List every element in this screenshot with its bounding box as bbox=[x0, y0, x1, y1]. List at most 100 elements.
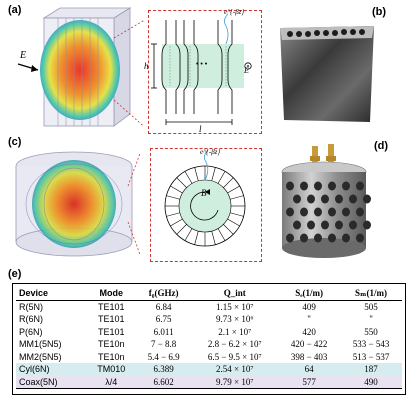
panel-label-a: (a) bbox=[8, 4, 22, 16]
vent-hole bbox=[293, 194, 301, 204]
rod-spoke bbox=[223, 177, 234, 188]
table-cell: TE10n bbox=[97, 339, 125, 349]
vent-hole bbox=[314, 181, 322, 191]
table-row: Coax(5N) λ/4 6.602 9.79 × 10⁷ 577 490 bbox=[16, 375, 402, 389]
table-cell: Cyl(6N) bbox=[16, 363, 87, 376]
rod-spoke bbox=[170, 218, 183, 227]
panel-label-b: (b) bbox=[372, 6, 387, 18]
table-cell: TE101 bbox=[97, 326, 125, 337]
header-frequency: f₀(GHz) bbox=[135, 287, 192, 301]
vent-hole bbox=[342, 207, 350, 217]
table-row: P(6N) TE101 6.011 2.1 × 10⁷ 420 550 bbox=[16, 326, 402, 339]
table-cell: MM2(5N5) bbox=[19, 351, 62, 362]
table-cell: R(5N) bbox=[19, 301, 43, 312]
vent-hole bbox=[314, 207, 322, 217]
table-cell: MM1(5N5) bbox=[19, 339, 62, 349]
panel-label-d: (d) bbox=[374, 140, 389, 152]
table-cell: 505 bbox=[364, 301, 378, 312]
vent-hole bbox=[335, 220, 343, 230]
vent-hole bbox=[328, 207, 336, 217]
vent-hole bbox=[307, 220, 315, 230]
rod-spoke bbox=[170, 185, 183, 194]
rect-cavity-schematic-frame bbox=[148, 10, 262, 134]
table-row: R(5N) TE101 6.84 1.15 × 10⁷ 409 505 bbox=[16, 300, 402, 313]
vent-hole bbox=[342, 233, 350, 243]
rod-spoke bbox=[217, 171, 226, 184]
out-of-plane-e-label: E⃗ bbox=[244, 66, 256, 75]
rod-spoke bbox=[176, 177, 187, 188]
vent-hole bbox=[321, 220, 329, 230]
rod-spoke bbox=[194, 231, 199, 245]
vent-hole bbox=[286, 181, 294, 191]
vent-hole bbox=[328, 233, 336, 243]
table-cell: 5.4 − 6.9 bbox=[147, 351, 180, 362]
table-cell: TE101 bbox=[97, 301, 125, 312]
table-cell: 409 bbox=[302, 301, 316, 312]
rod-spoke bbox=[184, 171, 193, 184]
vent-hole bbox=[300, 181, 308, 191]
table-cell: TM010 bbox=[86, 363, 136, 376]
vent-hole bbox=[349, 220, 357, 230]
table-cell: P(6N) bbox=[19, 326, 43, 337]
table-cell: 533 − 543 bbox=[352, 339, 390, 349]
cyl-cavity-schematic bbox=[164, 149, 246, 247]
cyl-cavity-simulation bbox=[15, 151, 140, 257]
table-row: R(6N) TE101 6.75 9.73 × 10⁶ " " bbox=[16, 313, 402, 326]
table-cell: 420 bbox=[302, 326, 316, 337]
header-device: Device bbox=[16, 287, 87, 301]
rod-spoke bbox=[176, 224, 187, 235]
rect-cavity-photo bbox=[280, 26, 374, 122]
cyl-cavity-schematic-frame bbox=[150, 148, 262, 262]
vent-hole bbox=[342, 181, 350, 191]
vent-hole bbox=[335, 194, 343, 204]
vent-hole bbox=[286, 233, 294, 243]
table-row: MM1(5N5) TE10n 7 − 8.8 2.8 − 6.2 × 10⁷ 420 −… bbox=[16, 338, 402, 351]
cyl-cavity-photo bbox=[281, 144, 371, 258]
table-cell: 6.5 − 9.5 × 10⁷ bbox=[207, 351, 262, 362]
table-cell: " bbox=[369, 314, 373, 324]
table-cell: 6.389 bbox=[135, 363, 192, 376]
table-cell: 6.75 bbox=[155, 314, 172, 324]
table-cell: 6.602 bbox=[135, 375, 192, 389]
rod-spoke bbox=[230, 195, 244, 200]
table-cell: 398 − 403 bbox=[290, 351, 328, 362]
rod-spoke bbox=[211, 231, 216, 245]
table-cell: R(6N) bbox=[19, 314, 43, 324]
table-cell: 6.011 bbox=[153, 326, 174, 337]
rod-spoke bbox=[211, 167, 216, 181]
table-cell: 513 − 537 bbox=[352, 351, 390, 362]
length-label: l bbox=[199, 124, 202, 134]
decay-label-a: e^{-βz} bbox=[224, 8, 245, 16]
vent-hole bbox=[363, 220, 371, 230]
table-cell: 9.79 × 10⁷ bbox=[191, 375, 279, 389]
table-frame bbox=[12, 283, 406, 395]
vent-hole bbox=[293, 220, 301, 230]
table-cell: 490 bbox=[340, 375, 402, 389]
rod-spoke bbox=[227, 218, 240, 227]
rod-spoke bbox=[227, 185, 240, 194]
header-s-e: Sₑ(1/m) bbox=[278, 287, 341, 301]
table-cell: TE101 bbox=[97, 314, 125, 324]
height-label: h bbox=[144, 61, 149, 71]
vent-hole bbox=[300, 207, 308, 217]
table-cell: 2.8 − 6.2 × 10⁷ bbox=[207, 339, 262, 349]
table-cell: 64 bbox=[278, 363, 341, 376]
table-cell: " bbox=[307, 314, 311, 324]
rect-cavity-simulation bbox=[17, 7, 144, 128]
table-cell: 2.1 × 10⁷ bbox=[218, 326, 252, 337]
vent-hole bbox=[356, 181, 364, 191]
vent-hole bbox=[300, 233, 308, 243]
rod-spoke bbox=[217, 228, 226, 241]
table-cell: 9.73 × 10⁶ bbox=[216, 314, 254, 324]
table-cell: 1.15 × 10⁷ bbox=[216, 301, 254, 312]
vent-hole bbox=[321, 194, 329, 204]
b-field-label: B⃗ bbox=[201, 188, 214, 198]
vent-hole bbox=[363, 194, 371, 204]
rod-spoke bbox=[166, 195, 180, 200]
table-row: Cyl(6N) TM010 6.389 2.54 × 10⁷ 64 187 bbox=[16, 363, 402, 376]
vent-hole bbox=[314, 233, 322, 243]
rod-spoke bbox=[166, 212, 180, 217]
vent-hole bbox=[349, 194, 357, 204]
rod-spoke bbox=[184, 228, 193, 241]
table-row: MM2(5N5) TE10n 5.4 − 6.9 6.5 − 9.5 × 10⁷ 398… bbox=[16, 351, 402, 364]
